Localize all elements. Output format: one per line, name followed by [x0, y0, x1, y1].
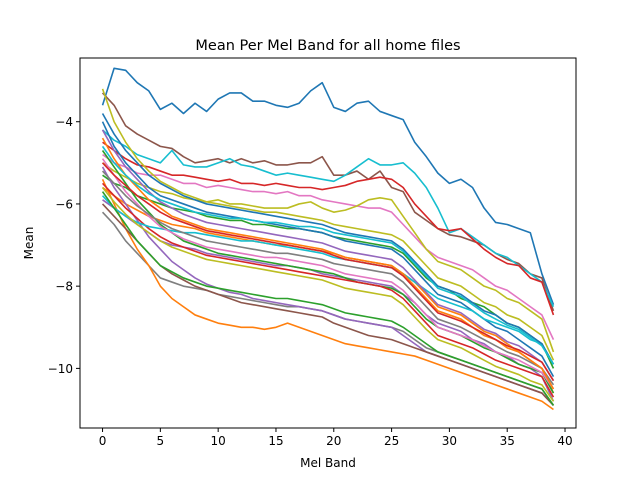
- series-layer: [101, 67, 555, 411]
- series-line-3: [102, 129, 555, 308]
- chart-title: Mean Per Mel Band for all home files: [195, 38, 460, 54]
- series-line-21: [101, 113, 555, 365]
- series-line-24: [101, 129, 555, 382]
- series-line-23: [101, 191, 555, 406]
- series-line-22: [101, 137, 555, 390]
- y-tick-label: −4: [55, 115, 73, 129]
- x-tick-label: 40: [557, 434, 572, 448]
- series-line-5: [102, 153, 555, 340]
- series-line-14: [101, 150, 555, 394]
- series-line-6: [102, 162, 555, 353]
- x-tick-label: 25: [384, 434, 399, 448]
- series-line-27: [101, 145, 555, 365]
- x-tick-label: 5: [157, 434, 165, 448]
- y-axis-label: Mean: [22, 227, 36, 260]
- series-line-19: [101, 158, 555, 390]
- y-tick-label: −8: [55, 280, 73, 294]
- series-line-11: [101, 178, 554, 411]
- x-axis-label: Mel Band: [300, 456, 356, 470]
- series-line-8: [102, 186, 555, 394]
- x-tick-label: 15: [268, 434, 283, 448]
- series-line-25: [101, 162, 555, 382]
- y-axis: −10 −8 −6 −4: [48, 115, 80, 376]
- series-line-16: [101, 195, 555, 365]
- series-line-9: [102, 199, 555, 402]
- x-tick-label: 0: [99, 434, 107, 448]
- x-tick-label: 10: [211, 434, 226, 448]
- x-tick-label: 30: [442, 434, 457, 448]
- series-line-20: [101, 170, 555, 386]
- x-tick-label: 35: [500, 434, 515, 448]
- y-tick-label: −10: [48, 362, 73, 376]
- x-axis: 0 5 10 15 20 25 30 35 40: [99, 428, 573, 448]
- series-line-15: [101, 182, 555, 398]
- series-line-26: [101, 186, 555, 402]
- series-line-4: [102, 141, 555, 316]
- series-line-1: [101, 67, 555, 305]
- x-tick-label: 20: [326, 434, 341, 448]
- plot-frame: [79, 57, 577, 429]
- series-line-17: [101, 203, 555, 406]
- y-tick-label: −6: [55, 197, 73, 211]
- series-line-18: [101, 88, 555, 361]
